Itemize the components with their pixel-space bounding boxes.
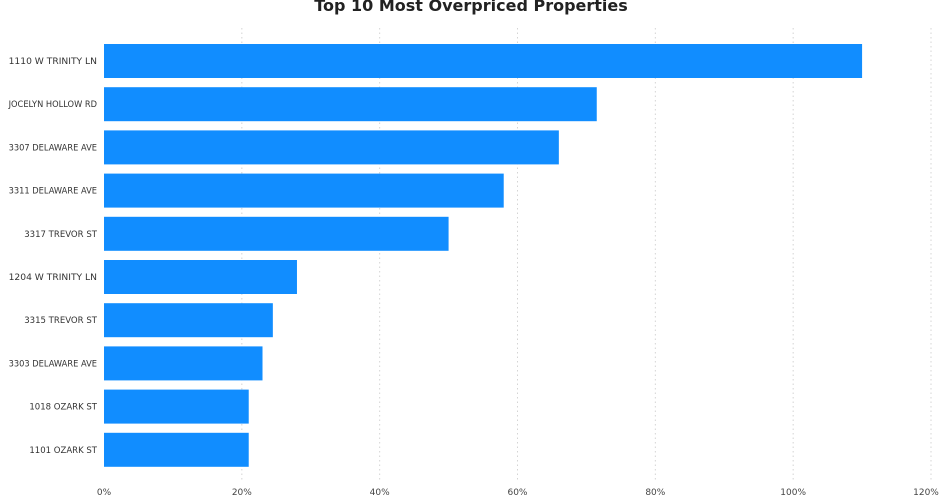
category-label: 1018 OZARK ST	[29, 403, 97, 413]
bar[interactable]	[104, 216, 449, 251]
bar[interactable]	[104, 389, 249, 424]
x-tick-label: 100%	[780, 488, 806, 498]
category-label: 3303 DELAWARE AVE	[9, 359, 98, 369]
category-label: 1204 W TRINITY LN	[9, 273, 97, 283]
chart-title: Top 10 Most Overpriced Properties	[314, 0, 628, 15]
category-label: JOCELYN HOLLOW RD	[8, 100, 97, 110]
bar[interactable]	[104, 346, 263, 381]
category-label: 3317 TREVOR ST	[24, 230, 97, 240]
x-tick-label: 80%	[645, 488, 665, 498]
category-label: 1101 OZARK ST	[29, 446, 97, 456]
x-tick-label: 0%	[97, 488, 112, 498]
bars	[104, 44, 863, 467]
x-axis-ticks: 0% 20% 40% 60% 80% 100% 120%	[97, 488, 939, 498]
bar[interactable]	[104, 260, 297, 294]
bar[interactable]	[104, 432, 249, 467]
bar[interactable]	[104, 130, 559, 165]
gridlines	[241, 28, 932, 480]
category-label: 3315 TREVOR ST	[24, 316, 97, 326]
x-tick-label: 60%	[507, 488, 527, 498]
category-labels: 1110 W TRINITY LN JOCELYN HOLLOW RD 3307 D…	[8, 57, 98, 456]
category-label: 3311 DELAWARE AVE	[9, 187, 98, 197]
bar[interactable]	[104, 87, 597, 122]
x-tick-label: 20%	[232, 488, 252, 498]
category-label: 1110 W TRINITY LN	[9, 57, 97, 67]
category-label: 3307 DELAWARE AVE	[9, 143, 98, 153]
x-tick-label: 120%	[913, 488, 939, 498]
bar[interactable]	[104, 173, 504, 208]
bar[interactable]	[104, 303, 273, 338]
bar[interactable]	[104, 44, 863, 78]
x-tick-label: 40%	[370, 488, 390, 498]
